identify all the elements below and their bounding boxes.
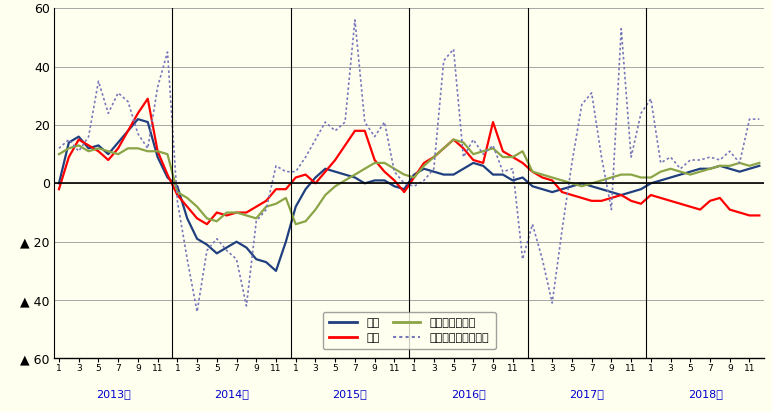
分譲（マンション）	[301, 154, 310, 159]
持家	[311, 175, 320, 180]
Text: 2016年: 2016年	[451, 389, 486, 399]
分譲（一戸建）	[755, 160, 764, 165]
分譲（一戸建）	[449, 137, 459, 142]
Text: 2017年: 2017年	[569, 389, 604, 399]
賃家	[163, 172, 172, 177]
分譲（マンション）	[469, 137, 478, 142]
持家	[163, 175, 172, 180]
Text: 2015年: 2015年	[333, 389, 367, 399]
分譲（一戸建）	[153, 149, 162, 154]
賃家	[143, 96, 152, 101]
Line: 賃家: 賃家	[59, 99, 760, 224]
分譲（一戸建）	[291, 222, 300, 227]
Text: 2014年: 2014年	[214, 389, 249, 399]
Line: 分譲（マンション）: 分譲（マンション）	[59, 20, 760, 312]
分譲（マンション）	[350, 17, 360, 22]
分譲（一戸建）	[716, 164, 725, 169]
持家	[272, 269, 281, 274]
賃家	[54, 187, 63, 192]
Legend: 持家, 賃家, 分譲（一戸建）, 分譲（マンション）: 持家, 賃家, 分譲（一戸建）, 分譲（マンション）	[323, 311, 496, 349]
分譲（マンション）	[755, 117, 764, 122]
持家	[716, 164, 725, 169]
賃家	[716, 195, 725, 200]
分譲（一戸建）	[518, 149, 527, 154]
分譲（マンション）	[153, 84, 162, 89]
賃家	[518, 160, 527, 165]
分譲（マンション）	[716, 157, 725, 162]
Text: 2018年: 2018年	[688, 389, 723, 399]
持家	[755, 164, 764, 169]
分譲（一戸建）	[54, 152, 63, 157]
Line: 持家: 持家	[59, 119, 760, 271]
分譲（一戸建）	[547, 175, 557, 180]
賃家	[755, 213, 764, 218]
賃家	[469, 157, 478, 162]
分譲（マンション）	[192, 309, 201, 314]
分譲（一戸建）	[301, 219, 310, 224]
分譲（マンション）	[547, 300, 557, 305]
持家	[547, 190, 557, 194]
賃家	[311, 181, 320, 186]
持家	[134, 117, 143, 122]
持家	[518, 175, 527, 180]
持家	[469, 160, 478, 165]
分譲（一戸建）	[469, 152, 478, 157]
分譲（マンション）	[54, 146, 63, 151]
賃家	[547, 178, 557, 183]
持家	[54, 181, 63, 186]
Text: 2013年: 2013年	[96, 389, 130, 399]
Line: 分譲（一戸建）: 分譲（一戸建）	[59, 140, 760, 224]
分譲（マンション）	[518, 257, 527, 262]
賃家	[202, 222, 212, 227]
